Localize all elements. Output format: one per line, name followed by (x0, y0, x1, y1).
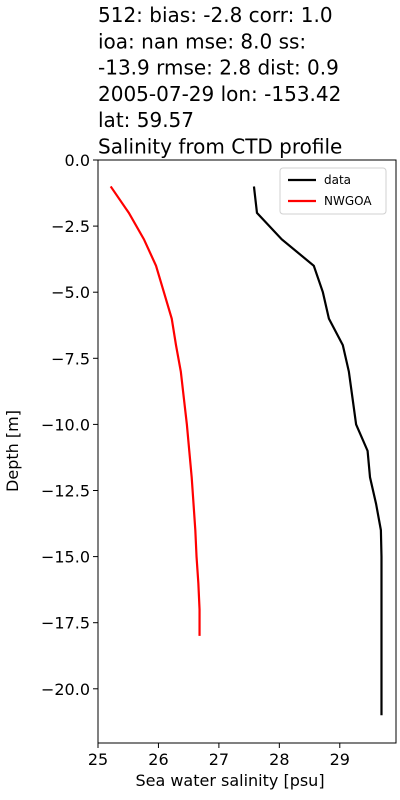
x-tick-label: 28 (269, 750, 289, 769)
y-tick-label: −15.0 (41, 548, 90, 567)
y-tick-label: −12.5 (41, 481, 90, 500)
chart-title: Salinity from CTD profile (98, 135, 342, 159)
legend-label: data (324, 173, 351, 187)
data-line (252, 186, 383, 716)
plot-frame (97, 159, 397, 744)
y-tick-label: −5.0 (51, 283, 90, 302)
chart-title: ioa: nan mse: 8.0 ss: (98, 29, 306, 53)
x-tick-label: 26 (148, 750, 168, 769)
y-tick-label: 0.0 (65, 151, 90, 170)
y-tick-label: −2.5 (51, 217, 90, 236)
x-axis-label: Sea water salinity [psu] (135, 771, 324, 790)
y-tick-label: −7.5 (51, 349, 90, 368)
y-axis-label: Depth [m] (3, 410, 22, 492)
x-tick-label: 25 (88, 750, 108, 769)
chart-title: lat: 59.57 (98, 108, 194, 132)
chart-title: 512: bias: -2.8 corr: 1.0 (98, 3, 333, 27)
y-tick-label: −10.0 (41, 415, 90, 434)
y-tick-label: −17.5 (41, 614, 90, 633)
legend-label: NWGOA (324, 194, 372, 208)
data-line (109, 185, 201, 636)
x-tick-label: 27 (209, 750, 229, 769)
chart-title: 2005-07-29 lon: -153.42 (98, 82, 341, 106)
x-tick-label: 29 (330, 750, 350, 769)
chart-title: -13.9 rmse: 2.8 dist: 0.9 (98, 56, 339, 80)
y-tick-label: −20.0 (41, 680, 90, 699)
